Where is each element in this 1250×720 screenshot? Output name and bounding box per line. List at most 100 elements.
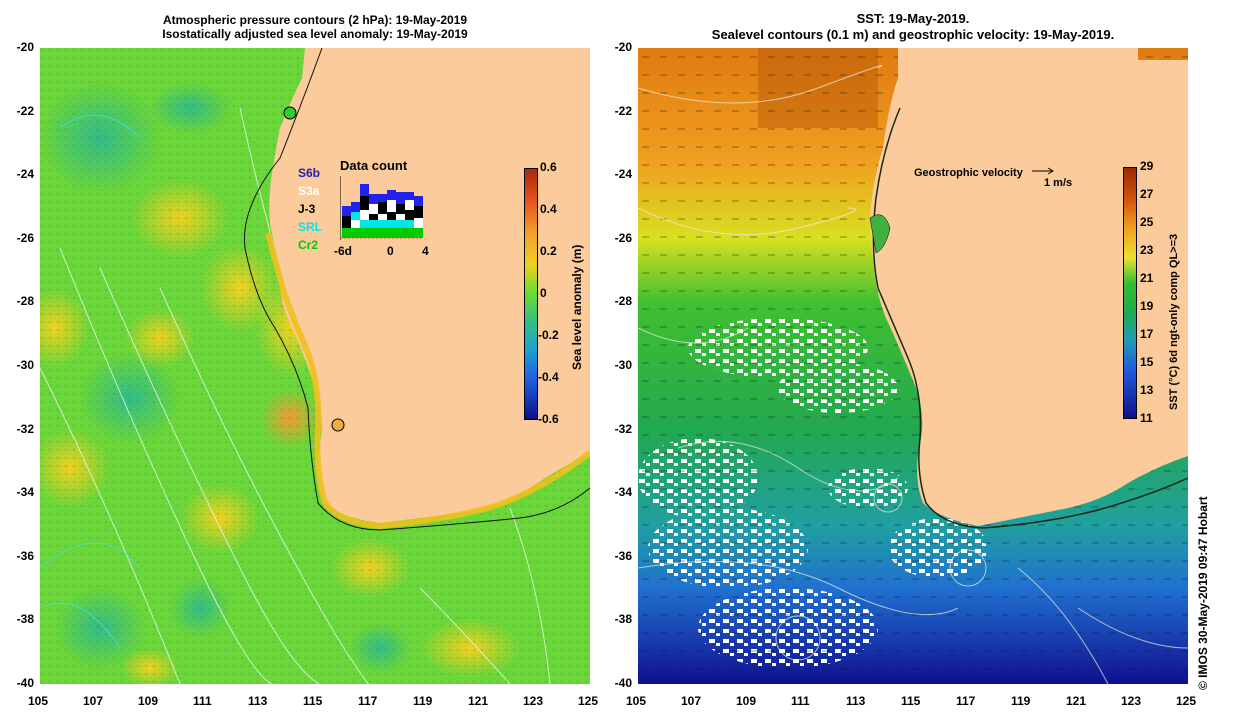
pressure-contours-cyan bbox=[40, 114, 141, 649]
sla-tick: 0.4 bbox=[540, 202, 557, 216]
sst-colorbar-label: SST (°C) 6d ngt-only comp QL>=3 bbox=[1168, 233, 1180, 410]
data-count-xtick-0: -6d bbox=[334, 244, 352, 258]
velocity-scale: 1 m/s bbox=[1044, 177, 1073, 189]
x-tick: 121 bbox=[468, 694, 489, 708]
data-count-title: Data count bbox=[340, 158, 408, 173]
data-count-inset: Data count S6b S3a J-3 SRL Cr2 -6d bbox=[298, 158, 438, 268]
sst-map[interactable]: Geostrophic velocity 1 m/s 29 27 25 23 2… bbox=[638, 48, 1188, 684]
x-tick: 123 bbox=[523, 694, 544, 708]
sla-tick: 0.2 bbox=[540, 244, 557, 258]
sst-tick: 25 bbox=[1140, 215, 1154, 229]
sst-tick: 29 bbox=[1140, 159, 1154, 173]
y-tick: -20 bbox=[614, 40, 632, 54]
sla-map-canvas bbox=[40, 48, 590, 684]
y-tick: -28 bbox=[614, 294, 632, 308]
sla-tick: -0.4 bbox=[538, 370, 559, 384]
x-tick: 123 bbox=[1121, 694, 1142, 708]
source-s6b: S6b bbox=[298, 166, 321, 180]
y-tick: -24 bbox=[614, 167, 632, 181]
x-tick: 105 bbox=[626, 694, 647, 708]
y-tick: -26 bbox=[614, 231, 632, 245]
source-srl: SRL bbox=[298, 220, 322, 234]
sla-colorbar-ticks: 0.6 0.4 0.2 0 -0.2 -0.4 -0.6 bbox=[538, 160, 580, 426]
x-tick: 111 bbox=[193, 694, 212, 708]
source-cr2: Cr2 bbox=[298, 238, 319, 252]
sla-colorbar bbox=[524, 168, 538, 420]
x-tick: 119 bbox=[413, 694, 433, 708]
data-count-legend: S6b S3a J-3 SRL Cr2 bbox=[298, 164, 338, 254]
data-count-bars bbox=[340, 176, 424, 240]
australia-land-sst bbox=[870, 48, 1188, 526]
sst-tick: 11 bbox=[1140, 411, 1153, 425]
y-tick: -22 bbox=[16, 104, 34, 118]
sst-tick: 19 bbox=[1140, 299, 1154, 313]
sst-tick: 13 bbox=[1140, 383, 1154, 397]
x-tick: 117 bbox=[956, 694, 976, 708]
left-y-axis: -20 -22 -24 -26 -28 -30 -32 -34 -36 -38 … bbox=[0, 40, 38, 690]
y-tick: -22 bbox=[614, 104, 632, 118]
sst-map-canvas bbox=[638, 48, 1188, 684]
x-tick: 117 bbox=[358, 694, 378, 708]
sst-tick: 23 bbox=[1140, 243, 1154, 257]
y-tick: -34 bbox=[614, 485, 632, 499]
australia-land bbox=[269, 48, 590, 523]
data-count-xtick-2: 4 bbox=[422, 244, 429, 258]
source-j3: J-3 bbox=[298, 202, 316, 216]
x-tick: 115 bbox=[303, 694, 323, 708]
sla-tick: -0.6 bbox=[538, 412, 559, 426]
velocity-legend-label: Geostrophic velocity bbox=[914, 167, 1023, 179]
x-tick: 121 bbox=[1066, 694, 1087, 708]
y-tick: -36 bbox=[16, 549, 34, 563]
x-tick: 107 bbox=[681, 694, 702, 708]
x-tick: 119 bbox=[1011, 694, 1031, 708]
y-tick: -32 bbox=[16, 422, 34, 436]
velocity-arrow-icon bbox=[1031, 166, 1056, 179]
right-title-line2: Sealevel contours (0.1 m) and geostrophi… bbox=[711, 27, 1115, 42]
y-tick: -38 bbox=[614, 612, 632, 626]
x-tick: 109 bbox=[138, 694, 159, 708]
right-title: SST: 19-May-2019. Sealevel contours (0.1… bbox=[638, 11, 1188, 43]
left-x-axis: 105 107 109 111 113 115 117 119 121 123 … bbox=[25, 694, 605, 714]
y-tick: -26 bbox=[16, 231, 34, 245]
x-tick: 125 bbox=[578, 694, 599, 708]
x-tick: 113 bbox=[248, 694, 268, 708]
sla-tick: -0.2 bbox=[538, 328, 559, 342]
y-tick: -40 bbox=[16, 676, 34, 690]
sst-tick: 27 bbox=[1140, 187, 1154, 201]
sealevel-contours bbox=[638, 65, 1188, 684]
x-tick: 107 bbox=[83, 694, 104, 708]
y-tick: -38 bbox=[16, 612, 34, 626]
x-tick: 105 bbox=[28, 694, 49, 708]
y-tick: -40 bbox=[614, 676, 632, 690]
left-title: Atmospheric pressure contours (2 hPa): 1… bbox=[40, 13, 590, 41]
sst-tick: 15 bbox=[1140, 355, 1154, 369]
source-s3a: S3a bbox=[298, 184, 320, 198]
velocity-legend: Geostrophic velocity 1 m/s bbox=[914, 166, 1072, 189]
x-tick: 113 bbox=[846, 694, 866, 708]
sst-colorbar-ticks: 29 27 25 23 21 19 17 15 13 11 bbox=[1140, 159, 1164, 425]
y-tick: -30 bbox=[614, 358, 632, 372]
station-marker-south[interactable] bbox=[331, 418, 345, 432]
shelf-contour bbox=[243, 48, 590, 531]
y-tick: -24 bbox=[16, 167, 34, 181]
y-tick: -32 bbox=[614, 422, 632, 436]
sla-tick: 0 bbox=[540, 286, 547, 300]
left-title-line1: Atmospheric pressure contours (2 hPa): 1… bbox=[162, 13, 468, 27]
x-tick: 111 bbox=[791, 694, 810, 708]
right-x-axis: 105 107 109 111 113 115 117 119 121 123 … bbox=[623, 694, 1208, 714]
y-tick: -20 bbox=[16, 40, 34, 54]
left-title-line2: Isostatically adjusted sea level anomaly… bbox=[162, 27, 468, 41]
station-marker-north[interactable] bbox=[283, 106, 297, 120]
data-count-xtick-1: 0 bbox=[387, 244, 394, 258]
y-tick: -36 bbox=[614, 549, 632, 563]
right-y-axis: -20 -22 -24 -26 -28 -30 -32 -34 -36 -38 … bbox=[596, 40, 636, 690]
sst-tick: 17 bbox=[1140, 327, 1154, 341]
sla-map[interactable]: Data count S6b S3a J-3 SRL Cr2 -6d bbox=[40, 48, 590, 684]
imos-credit: © IMOS 30-May-2019 09:47 Hobart bbox=[1196, 496, 1210, 690]
sla-tick: 0.6 bbox=[540, 160, 557, 174]
sst-colorbar bbox=[1123, 167, 1137, 419]
sst-tick: 21 bbox=[1140, 271, 1154, 285]
x-tick: 125 bbox=[1176, 694, 1197, 708]
right-title-line1: SST: 19-May-2019. bbox=[856, 11, 970, 26]
y-tick: -34 bbox=[16, 485, 34, 499]
